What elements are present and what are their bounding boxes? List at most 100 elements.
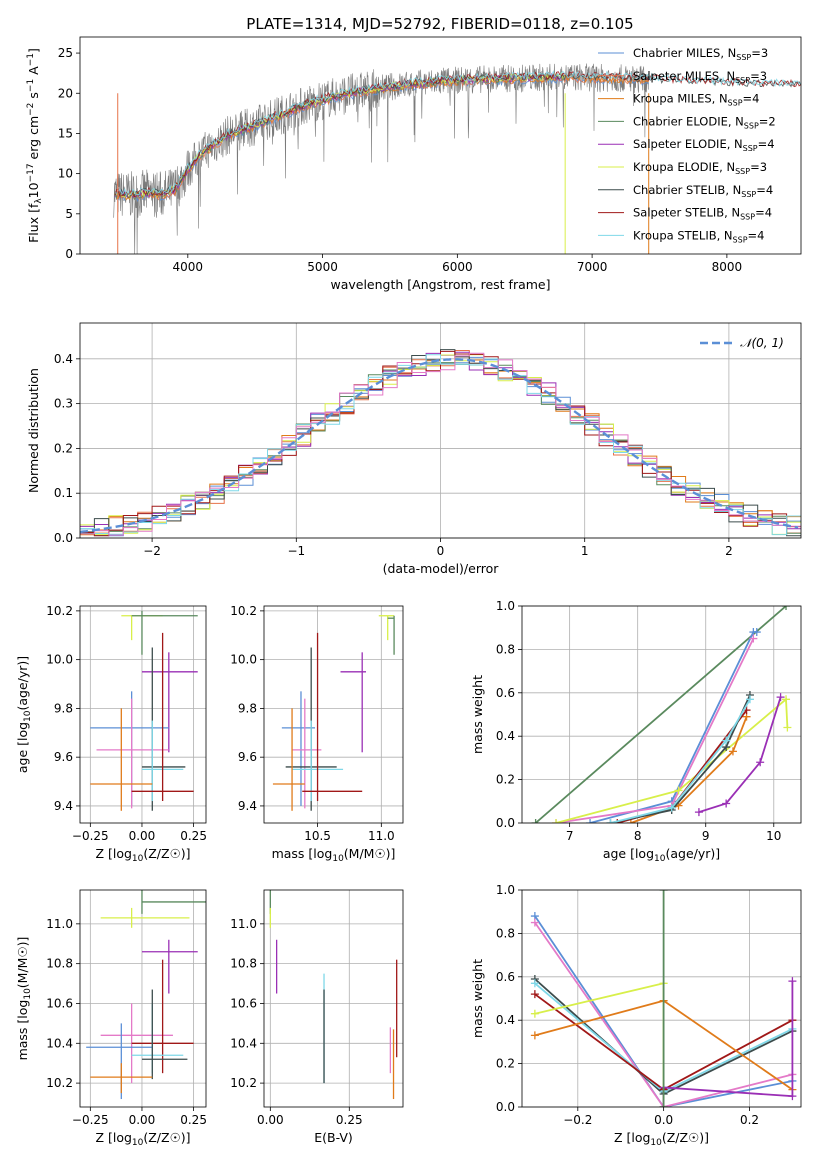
weight-series — [530, 979, 668, 1107]
axes: −0.25 0.00 0.25 9.4 9.6 9.8 10.0 10.2 Z [log10(Z… — [15, 604, 207, 864]
x-tick-label: −1 — [287, 544, 305, 558]
legend: 𝒩(0, 1) — [700, 336, 784, 350]
y-tick-label: 0.4 — [54, 352, 73, 366]
x-axis-label: age [log10(age/yr)] — [603, 846, 720, 864]
y-tick-label: 10.2 — [230, 1076, 257, 1090]
weight-marker — [722, 736, 731, 745]
weight-marker — [756, 758, 765, 767]
y-tick-label: 0.0 — [496, 1100, 515, 1114]
y-tick-label: 25 — [58, 46, 73, 60]
x-tick-label: 0.00 — [129, 829, 156, 843]
y-axis-label: age [log10(age/yr)] — [15, 656, 33, 773]
x-tick-label: 0.00 — [257, 1113, 284, 1127]
y-tick-label: 0 — [65, 247, 73, 261]
weight-series — [694, 693, 785, 817]
mass-vs-ebv-panel: 0.00 0.25 10.2 10.4 10.6 10.8 11.0 E(B-V) — [230, 889, 404, 1145]
error-point — [281, 691, 316, 806]
y-tick-label: 9.8 — [54, 701, 73, 715]
weight-line — [555, 638, 755, 823]
legend-label: Kroupa STELIB, NSSP=4 — [633, 228, 764, 244]
weight-line — [534, 982, 665, 1107]
normal-curve — [80, 358, 799, 534]
x-tick-label: 0.25 — [336, 1113, 363, 1127]
weight-marker — [694, 808, 703, 817]
axes: 0.00 0.25 10.2 10.4 10.6 10.8 11.0 E(B-V) — [230, 917, 362, 1145]
x-tick-label: 10.5 — [304, 829, 331, 843]
gridlines — [80, 890, 206, 1107]
weight-series — [606, 690, 754, 823]
error-point — [387, 615, 395, 655]
model-kroupa-stelib — [114, 70, 801, 197]
y-tick-label: 0.1 — [54, 486, 73, 500]
y-tick-label: 0.6 — [496, 970, 515, 984]
y-tick-label: 10.2 — [46, 1076, 73, 1090]
x-tick-label: 1 — [581, 544, 589, 558]
weight-marker — [531, 819, 540, 823]
plot-area — [269, 890, 398, 1100]
data-spectrum — [113, 63, 649, 254]
error-point — [292, 698, 322, 809]
error-point — [141, 939, 198, 994]
gridlines — [80, 606, 206, 823]
x-axis-label: wavelength [Angstrom, rest frame] — [330, 277, 550, 292]
x-axis-label: Z [log10(Z/Z☉)] — [614, 1130, 709, 1148]
weight-marker — [530, 1031, 539, 1040]
mass-weight-vs-z-panel: −0.2 0.0 0.2 0.0 0.2 0.4 0.6 0.8 1.0 Z [log10(Z/Z… — [470, 883, 802, 1148]
x-tick-label: 6000 — [442, 260, 473, 274]
error-point — [378, 615, 395, 641]
error-point — [141, 890, 206, 914]
x-tick-label: −2 — [143, 544, 161, 558]
y-tick-label: 0.0 — [496, 816, 515, 830]
weight-series — [613, 706, 751, 823]
weight-marker — [530, 1009, 539, 1018]
y-tick-label: 10.0 — [46, 653, 73, 667]
y-tick-label: 10.6 — [230, 996, 257, 1010]
weight-marker — [674, 786, 683, 795]
error-point — [90, 708, 153, 811]
weight-line — [589, 631, 757, 823]
weight-marker — [776, 693, 785, 702]
y-tick-label: 0.6 — [496, 686, 515, 700]
weight-marker — [626, 819, 635, 823]
legend-label: Kroupa MILES, NSSP=4 — [633, 92, 759, 108]
weight-line — [555, 697, 789, 823]
y-tick-label: 0.2 — [496, 773, 515, 787]
axes: 7 8 9 10 0.0 0.2 0.4 0.6 0.8 1.0 age [log10(age/yr… — [470, 599, 781, 864]
weight-marker — [613, 819, 622, 823]
weight-marker — [606, 819, 615, 823]
axes-frame — [79, 36, 802, 255]
weight-marker — [783, 723, 792, 732]
gridlines — [264, 890, 403, 1107]
y-axis-label: mass weight — [470, 675, 485, 754]
histogram-pink — [80, 352, 801, 536]
x-tick-label: 4000 — [173, 260, 204, 274]
error-point — [141, 652, 198, 753]
mass-weight-vs-age-panel: 7 8 9 10 0.0 0.2 0.4 0.6 0.8 1.0 age [log10(age/yr… — [470, 599, 802, 864]
axes: 4000 5000 6000 7000 8000 0 5 10 15 20 25 wavelength… — [58, 46, 742, 292]
weight-marker — [659, 890, 668, 894]
error-point — [302, 632, 363, 802]
weight-marker — [530, 979, 539, 988]
x-tick-label: 0.0 — [654, 1113, 673, 1127]
y-tick-label: 11.0 — [46, 917, 73, 931]
weight-line — [535, 606, 787, 823]
gridlines — [264, 606, 403, 823]
legend-label: 𝒩(0, 1) — [740, 336, 784, 350]
x-tick-label: 9 — [702, 829, 710, 843]
weight-line — [534, 921, 793, 1107]
weight-marker — [728, 747, 737, 756]
y-tick-label: 9.6 — [54, 750, 73, 764]
x-tick-label: 0.25 — [180, 829, 207, 843]
x-axis-label: E(B-V) — [314, 1130, 353, 1145]
y-tick-label: 0.0 — [54, 531, 73, 545]
y-tick-label: 10.8 — [230, 957, 257, 971]
x-tick-label: −0.25 — [72, 829, 109, 843]
axes: −2 −1 0 1 2 0.0 0.1 0.2 0.3 0.4 (data-model)/error… — [26, 352, 733, 576]
weight-marker — [788, 1092, 797, 1101]
x-axis-label: mass [log10(M/M☉)] — [272, 846, 396, 864]
weight-line — [610, 698, 751, 823]
x-axis-label: Z [log10(Z/Z☉)] — [95, 846, 190, 864]
y-tick-label: 0.8 — [496, 926, 515, 940]
weight-marker — [782, 606, 791, 610]
x-tick-label: 0.00 — [129, 1113, 156, 1127]
